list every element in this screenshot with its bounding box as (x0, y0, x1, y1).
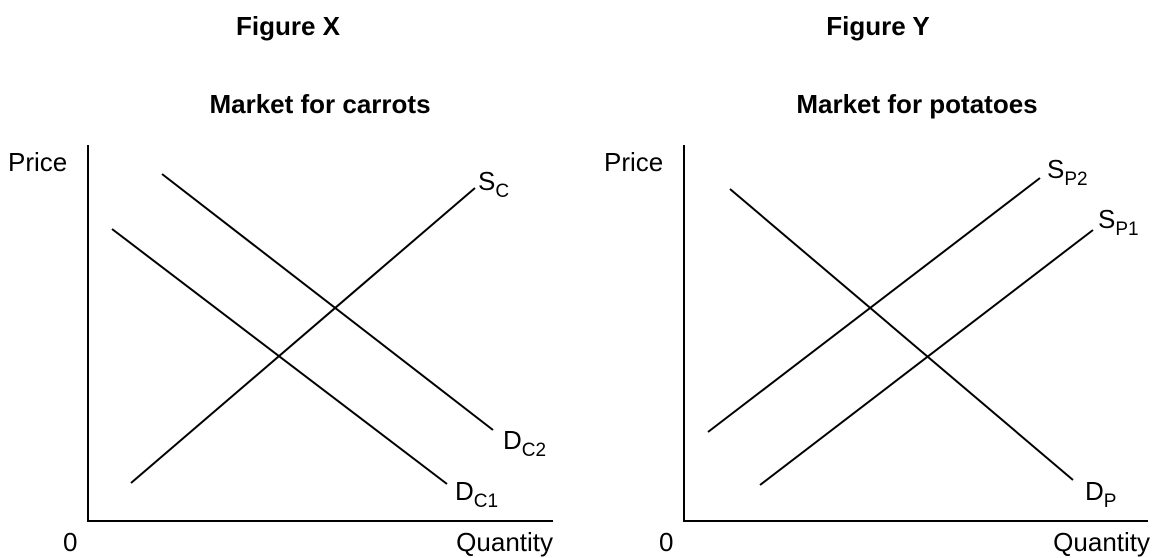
supply-curve (707, 177, 1041, 433)
curve-label-main: S (1047, 154, 1064, 184)
figure-title: Figure X (236, 11, 341, 41)
y-axis-label: Price (604, 147, 663, 177)
x-axis-label: Quantity (1053, 527, 1150, 557)
figure-subtitle: Market for potatoes (796, 89, 1037, 119)
figure-x: Figure X Market for carrots Price 0 Quan… (8, 11, 553, 557)
curve-label: DC1 (455, 476, 498, 512)
origin-label: 0 (63, 527, 77, 557)
curve-label-main: S (478, 166, 495, 196)
curve-label-main: D (503, 425, 522, 455)
curve-label: DC2 (503, 425, 546, 461)
supply-curve (130, 187, 476, 484)
origin-label: 0 (659, 527, 673, 557)
curve-label-sub: P1 (1115, 219, 1138, 240)
curve-label: SP1 (1098, 204, 1139, 240)
figure-y: Figure Y Market for potatoes Price 0 Qua… (604, 11, 1150, 557)
demand-curve (161, 173, 494, 431)
curve-label: SP2 (1047, 154, 1088, 190)
curve-label-sub: P (1104, 491, 1117, 512)
supply-curve (759, 229, 1094, 486)
figure-title: Figure Y (826, 11, 930, 41)
curve-label-sub: C (495, 181, 509, 202)
x-axis-label: Quantity (456, 527, 553, 557)
demand-curve (729, 188, 1074, 481)
curve-label: SC (478, 166, 509, 202)
curve-label-main: D (1085, 476, 1104, 506)
curve-label-sub: P2 (1064, 169, 1087, 190)
figure-subtitle: Market for carrots (209, 89, 430, 119)
curve-label-main: S (1098, 204, 1115, 234)
curve-label-sub: C2 (522, 440, 546, 461)
curve-label: DP (1085, 476, 1116, 512)
curve-label-main: D (455, 476, 474, 506)
curve-label-sub: C1 (474, 491, 498, 512)
demand-curve (111, 228, 448, 485)
y-axis-label: Price (8, 147, 67, 177)
